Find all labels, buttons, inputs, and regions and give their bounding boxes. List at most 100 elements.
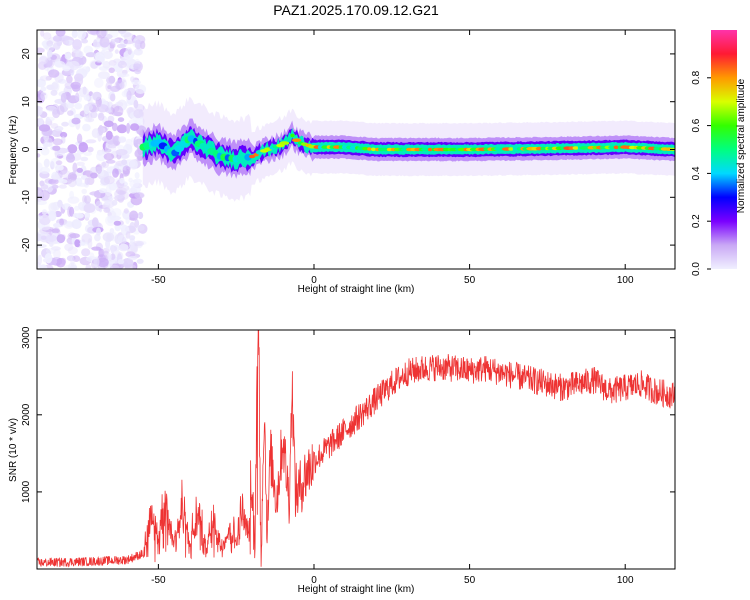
spectrogram-noise-blob: [136, 224, 145, 231]
spectrogram-noise-blob: [134, 117, 145, 127]
spectrogram-noise-blob: [56, 105, 65, 115]
spectrogram-noise-blob: [125, 47, 133, 55]
spectrogram-noise-blob: [126, 122, 131, 134]
spectrogram-peak: [386, 147, 393, 152]
snr-xtick-label: 0: [311, 575, 317, 586]
spectrogram-noise-blob: [51, 174, 60, 180]
spectrogram-noise-blob: [93, 39, 98, 47]
spectrogram-noise-blob: [60, 257, 67, 265]
spectrogram-noise-blob: [43, 158, 50, 168]
spectrogram-noise-blob: [52, 145, 61, 151]
spectrogram-noise-blob: [115, 101, 124, 108]
spectrogram-noise-blob: [37, 146, 45, 152]
spectrogram-noise-blob: [54, 125, 64, 132]
spectrogram-noise-blob: [107, 143, 117, 149]
spectrogram-noise-blob: [103, 152, 115, 161]
spectrogram-noise-blob: [91, 246, 102, 251]
spectrogram-noise-blob: [107, 252, 112, 261]
spectrogram-noise-blob: [70, 256, 75, 267]
spectrogram-noise-blob: [52, 138, 63, 146]
spectrogram-noise-blob: [117, 30, 127, 34]
spectrogram-xtick-label: -50: [151, 275, 166, 286]
spectrogram-noise-blob: [96, 30, 107, 39]
spectrogram-noise-blob: [98, 188, 107, 194]
spectrogram-noise-blob: [121, 258, 134, 268]
spectrogram-noise-blob: [112, 168, 119, 178]
spectrogram-noise-blob: [74, 239, 81, 248]
spectrogram-noise-blob: [72, 162, 78, 173]
spectrogram-noise-blob: [93, 256, 100, 268]
spectrogram-noise-blob: [63, 220, 74, 229]
snr-xtick-label: 50: [464, 575, 476, 586]
spectrogram-noise-blob: [45, 44, 55, 52]
spectrogram-noise-blob: [58, 179, 68, 184]
spectrogram-noise-blob: [107, 215, 114, 224]
spectrogram-noise-blob: [38, 55, 48, 65]
spectrogram-noise-blob: [137, 211, 144, 220]
spectrogram-noise-blob: [50, 123, 59, 129]
spectrogram-noise-blob: [90, 111, 98, 119]
spectrogram-noise-blob: [76, 133, 83, 144]
spectrogram-noise-blob: [108, 182, 118, 191]
spectrogram-noise-blob: [111, 38, 120, 45]
spectrogram-noise-blob: [45, 248, 57, 254]
spectrogram-noise-blob: [140, 40, 146, 50]
spectrogram-noise-blob: [105, 159, 116, 164]
spectrogram-noise-blob: [76, 167, 84, 173]
spectrogram-noise-blob: [132, 240, 144, 247]
spectrogram-noise-blob: [116, 124, 128, 134]
spectrogram-noise-blob: [102, 232, 115, 242]
spectrogram-noise-blob: [129, 235, 136, 241]
spectrogram-noise-blob: [40, 235, 47, 240]
spectrogram-noise-blob: [110, 93, 116, 102]
spectrogram-noise-blob: [108, 67, 115, 74]
spectrogram-noise-blob: [51, 184, 59, 189]
spectrogram-ytick-label: -10: [21, 190, 32, 205]
spectrogram-peak: [279, 141, 290, 145]
snr-panel: -50 0 50 100 1000 2000 3000 Height of straigh…: [8, 326, 676, 595]
spectrogram-noise-blob: [67, 144, 78, 154]
spectrogram-noise-blob: [75, 92, 80, 102]
snr-xtick-label: 100: [617, 575, 634, 586]
spectrogram-noise-blob: [125, 216, 130, 225]
spectrogram-noise-blob: [81, 188, 87, 195]
spectrogram-noise-blob: [119, 185, 130, 192]
spectrogram-ytick-label: 0: [21, 146, 32, 152]
spectrogram-noise-blob: [69, 190, 74, 200]
spectrogram-noise-blob: [108, 60, 117, 66]
spectrogram-x-ticks: -50 0 50 100: [151, 30, 634, 286]
spectrogram-noise-blob: [89, 191, 101, 196]
spectrogram-noise-blob: [85, 263, 92, 269]
spectrogram-noise-blob: [78, 142, 89, 153]
spectrogram-noise-blob: [83, 203, 96, 214]
spectrogram-noise-blob: [48, 202, 58, 213]
spectrogram-peak: [653, 146, 660, 151]
spectrogram-noise-blob: [134, 149, 142, 158]
spectrogram-noise-blob: [133, 63, 142, 70]
spectrogram-noise-blob: [134, 192, 145, 199]
spectrogram-noise-blob: [78, 202, 86, 210]
spectrogram-noise-blob: [110, 38, 116, 45]
spectrogram-noise-blob: [81, 248, 91, 257]
spectrogram-noise-blob: [37, 117, 44, 127]
spectrogram-noise-blob: [133, 48, 143, 56]
spectrogram-noise-blob: [100, 104, 107, 110]
spectrogram-noise-blob: [113, 220, 122, 226]
spectrogram-noise-blob: [71, 219, 82, 230]
spectrogram-noise-blob: [40, 184, 49, 190]
spectrogram-peak: [290, 133, 295, 138]
spectrogram-noise-blob: [57, 199, 63, 208]
spectrogram-noise-blob: [63, 264, 76, 269]
spectrogram-noise-blob: [133, 99, 139, 109]
spectrogram-noise-blob: [118, 136, 127, 143]
spectrogram-noise-blobs: [37, 30, 148, 269]
spectrogram-noise-blob: [117, 144, 124, 150]
spectrogram-noise-blob: [114, 189, 126, 200]
colorbar-tick-label: 0.2: [691, 214, 702, 228]
spectrogram-noise-blob: [125, 138, 133, 150]
spectrogram-noise-blob: [91, 91, 101, 101]
spectrogram-noise-blob: [50, 246, 61, 251]
spectrogram-noise-blob: [106, 76, 116, 85]
colorbar-tick-label: 0.6: [691, 118, 702, 132]
